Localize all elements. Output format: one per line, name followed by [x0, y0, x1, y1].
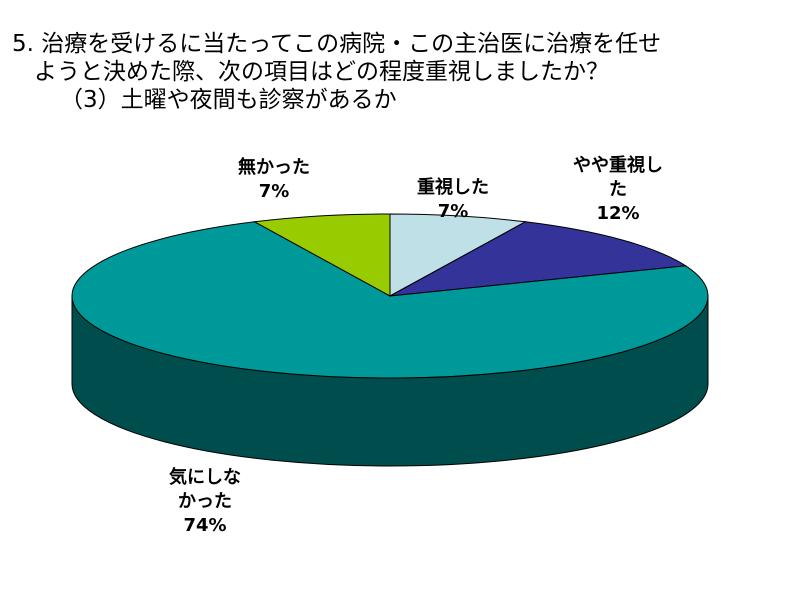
slice-label-none: 無かった 7% [224, 156, 324, 204]
title-line-3: （3）土曜や夜間も診察があるか [60, 87, 397, 113]
slice-label-emphasized-value: 7% [437, 201, 469, 222]
slice-label-didnt-care: 気にしな かった 74% [150, 466, 260, 538]
slice-label-none-value: 7% [258, 181, 290, 202]
slice-label-didnt-care-text-2: かった [178, 491, 232, 512]
title-line-2: ようと決めた際、次の項目はどの程度重視しましたか？ [34, 59, 609, 85]
slice-label-none-text: 無かった [238, 157, 310, 178]
slice-label-somewhat-text-1: やや重視し [573, 155, 663, 176]
slice-label-didnt-care-value: 74% [183, 515, 227, 536]
slice-label-somewhat: やや重視し た 12% [548, 154, 688, 226]
chart-title: 5. 治療を受けるに当たってこの病院・この主治医に治療を任せ ようと決めた際、次… [12, 30, 792, 114]
title-line-1: 5. 治療を受けるに当たってこの病院・この主治医に治療を任せ [12, 31, 662, 57]
slice-label-didnt-care-text-1: 気にしな [169, 467, 241, 488]
slice-label-emphasized-text: 重視した [417, 177, 489, 198]
slice-label-somewhat-value: 12% [596, 203, 640, 224]
pie-slice-didnt-care [71, 221, 709, 379]
slice-label-somewhat-text-2: た [609, 179, 627, 200]
pie-slice-somewhat [389, 221, 688, 297]
slice-label-emphasized: 重視した 7% [398, 176, 508, 224]
pie-slice-emphasized [389, 213, 528, 297]
pie-slice-none [252, 213, 391, 297]
